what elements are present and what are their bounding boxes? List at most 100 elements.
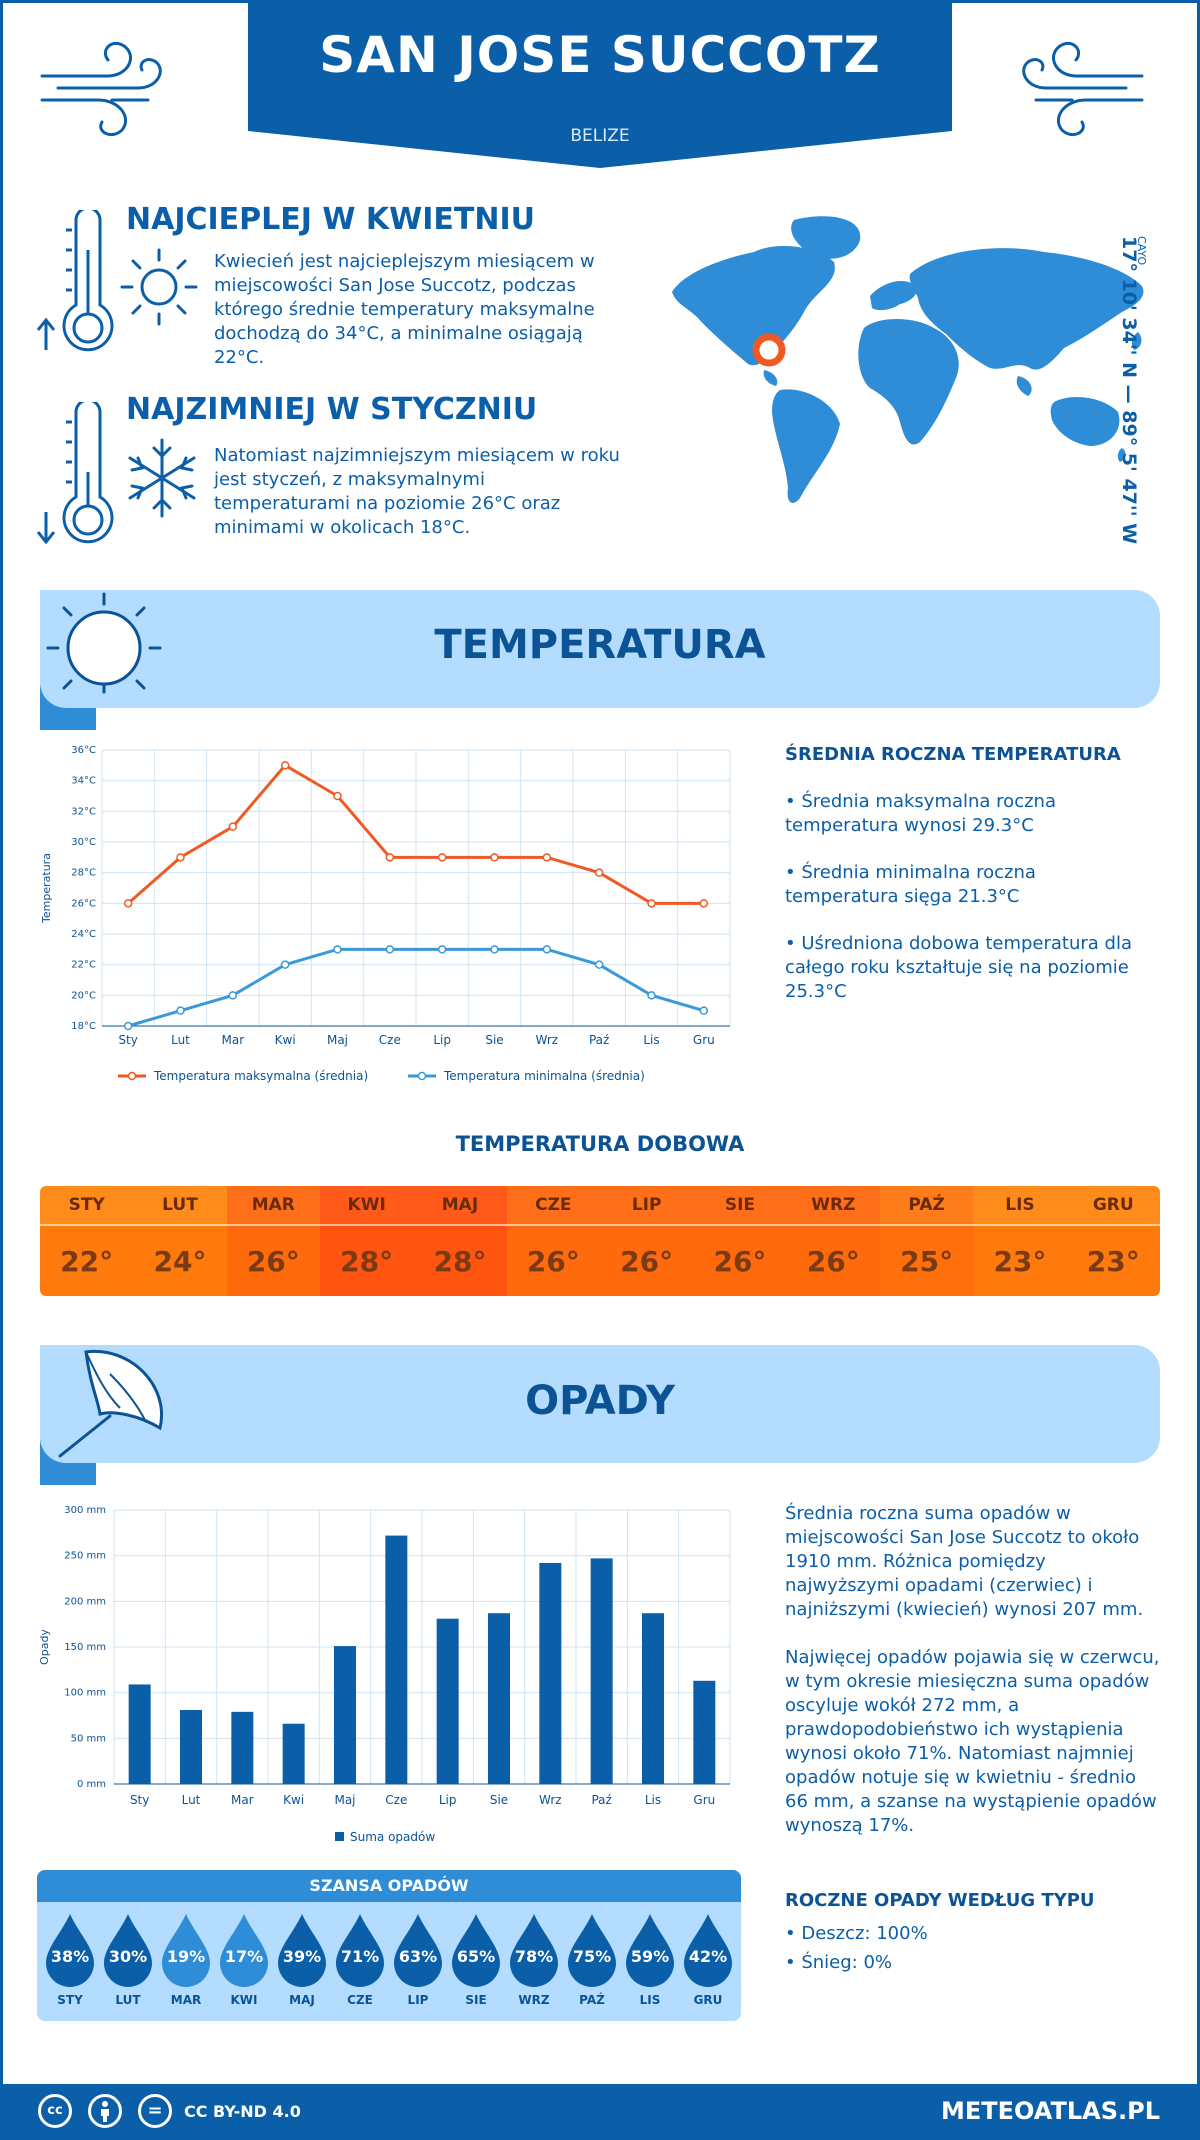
attribution-icon (88, 2094, 122, 2128)
daily-temp-column: MAJ 28° (413, 1186, 507, 1296)
precip-chance-item: 59% LIS (622, 1902, 678, 2007)
data-point (176, 853, 185, 862)
x-tick-label: Wrz (539, 1793, 562, 1807)
daily-temp-value: 28° (319, 1226, 414, 1296)
y-tick-label: 36°C (71, 745, 96, 756)
precip-banner (40, 1345, 1160, 1463)
daily-temp-value: 26° (226, 1226, 320, 1296)
precip-chance-value: 38% (50, 1947, 90, 1966)
legend-marker (417, 1071, 427, 1081)
precip-chance-value: 65% (456, 1947, 496, 1966)
y-axis-label: Opady (38, 1629, 51, 1665)
data-point (228, 991, 238, 1000)
daily-temp-month: WRZ (786, 1186, 880, 1226)
daily-temp-column: CZE 26° (506, 1186, 600, 1296)
legend-label: Temperatura minimalna (średnia) (443, 1069, 645, 1083)
legend-label: Temperatura maksymalna (średnia) (153, 1069, 368, 1083)
precip-chance-value: 59% (630, 1947, 670, 1966)
bar (436, 1618, 459, 1784)
daily-temp-value: 22° (40, 1226, 134, 1296)
x-tick-label: Maj (327, 1033, 348, 1047)
data-point (123, 899, 133, 908)
precip-chance-month: SIE (465, 1993, 487, 2007)
footer: cc = CC BY-ND 4.0 METEOATLAS.PL (0, 2084, 1200, 2140)
daily-temp-column: STY 22° (40, 1186, 134, 1296)
precip-chance-value: 63% (398, 1947, 438, 1966)
wind-icon-left (40, 41, 162, 136)
temperature-section-title: TEMPERATURA (434, 622, 766, 668)
precip-chance-month: KWI (230, 1993, 258, 2007)
bar (282, 1723, 305, 1784)
data-point (333, 945, 342, 954)
y-tick-label: 24°C (71, 929, 96, 940)
header-banner (248, 0, 952, 168)
precip-chance-month: MAR (170, 1993, 202, 2007)
precip-chance-month: GRU (693, 1993, 723, 2007)
x-tick-label: Lut (171, 1033, 190, 1047)
data-point (699, 1006, 709, 1015)
sun-icon (120, 248, 198, 326)
coldest-title: NAJZIMNIEJ W STYCZNIU (126, 392, 538, 427)
page-title: SAN JOSE SUCCOTZ (319, 26, 881, 84)
precip-chance-month: CZE (347, 1993, 373, 2007)
raindrop-icon: 38% (44, 1912, 96, 1987)
x-tick-label: Lip (439, 1793, 457, 1807)
x-tick-label: Lis (643, 1033, 659, 1047)
precip-type-rain: • Deszcz: 100% (785, 1923, 928, 1944)
umbrella-icon (58, 1349, 163, 1458)
raindrop-icon: 39% (276, 1912, 328, 1987)
precip-chance-month: PAŹ (579, 1993, 605, 2007)
y-tick-label: 250 mm (64, 1551, 106, 1562)
precip-chance-item: 63% LIP (390, 1902, 446, 2007)
x-tick-label: Lut (182, 1793, 201, 1807)
coordinates: 17° 10' 34'' N — 89° 5' 47'' W (1118, 236, 1140, 545)
precip-chance-month: LIP (407, 1993, 429, 2007)
bar (128, 1684, 151, 1784)
daily-temp-month: LUT (133, 1186, 227, 1226)
data-point (385, 945, 395, 954)
precip-type-snow: • Śnieg: 0% (785, 1952, 893, 1973)
y-tick-label: 32°C (71, 806, 96, 817)
daily-temp-value: 26° (693, 1226, 787, 1296)
coldest-text: Natomiast najzimniejszym miesiącem w rok… (214, 445, 620, 538)
annual-temp-title: ŚREDNIA ROCZNA TEMPERATURA (785, 744, 1121, 765)
x-tick-label: Lip (433, 1033, 451, 1047)
daily-temp-value: 28° (413, 1226, 507, 1296)
annual-temp-bullet-min: • Średnia minimalna roczna temperatura s… (785, 862, 1036, 907)
x-tick-label: Sty (130, 1793, 149, 1807)
sun-banner-icon (46, 592, 162, 694)
data-point (437, 853, 447, 862)
precip-chance-value: 42% (688, 1947, 728, 1966)
precip-chance-month: LUT (115, 1993, 141, 2007)
x-tick-label: Mar (231, 1793, 254, 1807)
bar (590, 1558, 613, 1784)
x-tick-label: Mar (222, 1033, 245, 1047)
legend-swatch (335, 1832, 344, 1841)
raindrop-icon: 65% (450, 1912, 502, 1987)
data-point (280, 960, 290, 969)
thermometer-cold-icon (36, 402, 114, 545)
y-tick-label: 34°C (71, 776, 96, 787)
y-tick-label: 22°C (71, 960, 96, 971)
bar (385, 1535, 408, 1784)
raindrop-icon: 75% (566, 1912, 618, 1987)
country-label: BELIZE (570, 126, 630, 146)
data-point (542, 945, 552, 954)
raindrop-icon: 78% (508, 1912, 560, 1987)
raindrop-icon: 63% (392, 1912, 444, 1987)
precip-chance-month: STY (57, 1993, 83, 2007)
precip-chance-month: LIS (639, 1993, 661, 2007)
series-line-min (127, 947, 705, 1028)
annual-temp-bullet-max: • Średnia maksymalna roczna temperatura … (785, 791, 1056, 836)
data-point (647, 899, 656, 908)
data-point (594, 868, 604, 877)
cc-license-icon: cc (38, 2094, 72, 2128)
y-tick-label: 150 mm (64, 1642, 106, 1653)
daily-temp-value: 24° (133, 1226, 227, 1296)
data-point (176, 1006, 185, 1015)
site-link[interactable]: METEOATLAS.PL (940, 2097, 1160, 2125)
precip-chance-item: 39% MAJ (274, 1902, 330, 2007)
daily-temp-month: SIE (693, 1186, 787, 1226)
x-tick-label: Cze (379, 1033, 401, 1047)
precip-chance-item: 78% WRZ (506, 1902, 562, 2007)
